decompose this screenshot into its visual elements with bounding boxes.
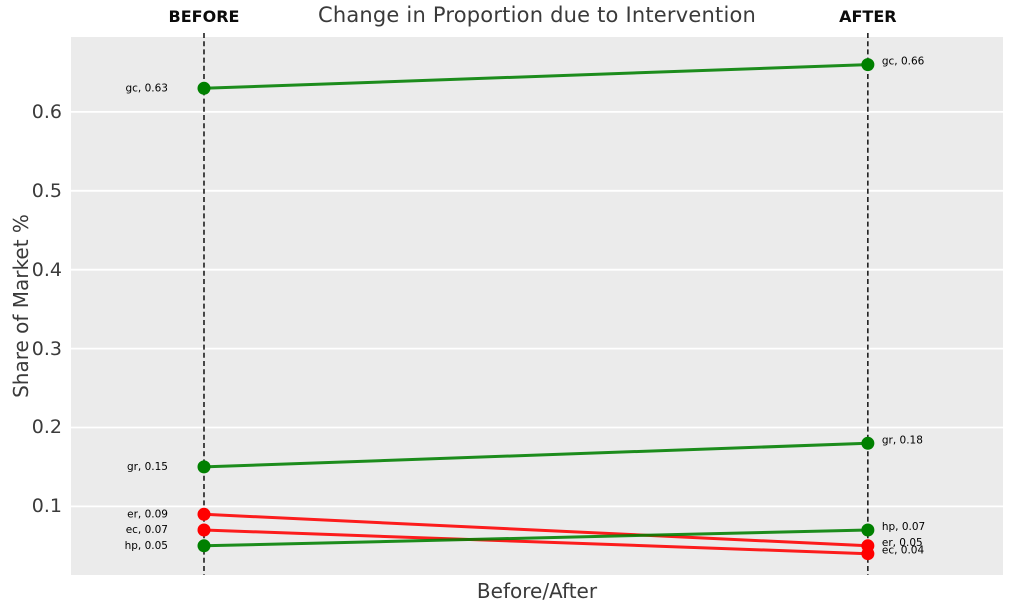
point-label-gc-before: gc, 0.63 [125, 82, 168, 94]
y-tick-label: 0.4 [31, 258, 62, 281]
y-tick-label: 0.1 [31, 495, 62, 518]
point-ec-after [861, 547, 875, 561]
point-label-ec-after: ec, 0.04 [882, 545, 925, 557]
point-er-before [197, 507, 211, 521]
y-tick-label: 0.6 [31, 100, 62, 123]
point-gc-before [197, 81, 211, 95]
series-line-gr [203, 441, 868, 469]
y-axis-label: Share of Market % [9, 214, 33, 398]
column-header-before: BEFORE [168, 7, 240, 26]
point-gr-before [197, 460, 211, 474]
y-tick-label: 0.2 [31, 416, 62, 439]
point-label-gr-before: gr, 0.15 [127, 461, 168, 473]
y-tick-label: 0.5 [31, 179, 62, 202]
point-label-er-before: er, 0.09 [127, 508, 168, 520]
plot-area: gc, 0.63 gc, 0.66 gr, 0.15 gr, 0.18 er, 0.09… [71, 33, 1003, 575]
series-line-ec [203, 528, 868, 556]
point-label-ec-before: ec, 0.07 [126, 524, 168, 536]
column-header-after: AFTER [839, 7, 897, 26]
point-gc-after [861, 58, 875, 72]
point-hp-before [197, 539, 211, 553]
series-line-er [203, 512, 868, 548]
series-line-hp [203, 528, 868, 548]
point-label-gr-after: gr, 0.18 [882, 434, 923, 446]
chart-canvas: gc, 0.63 gc, 0.66 gr, 0.15 gr, 0.18 er, 0.09… [71, 33, 1003, 575]
point-gr-after [861, 436, 875, 450]
point-label-gc-after: gc, 0.66 [882, 56, 925, 68]
y-tick-label: 0.3 [31, 337, 62, 360]
point-label-er-after: er, 0.05 [882, 537, 923, 549]
series-line-gc [203, 63, 868, 90]
point-hp-after [861, 523, 875, 537]
point-label-hp-before: hp, 0.05 [125, 540, 168, 552]
chart-title: Change in Proportion due to Intervention [317, 3, 757, 27]
point-label-hp-after: hp, 0.07 [882, 521, 925, 533]
point-ec-before [197, 523, 211, 537]
x-axis-label: Before/After [476, 579, 598, 603]
